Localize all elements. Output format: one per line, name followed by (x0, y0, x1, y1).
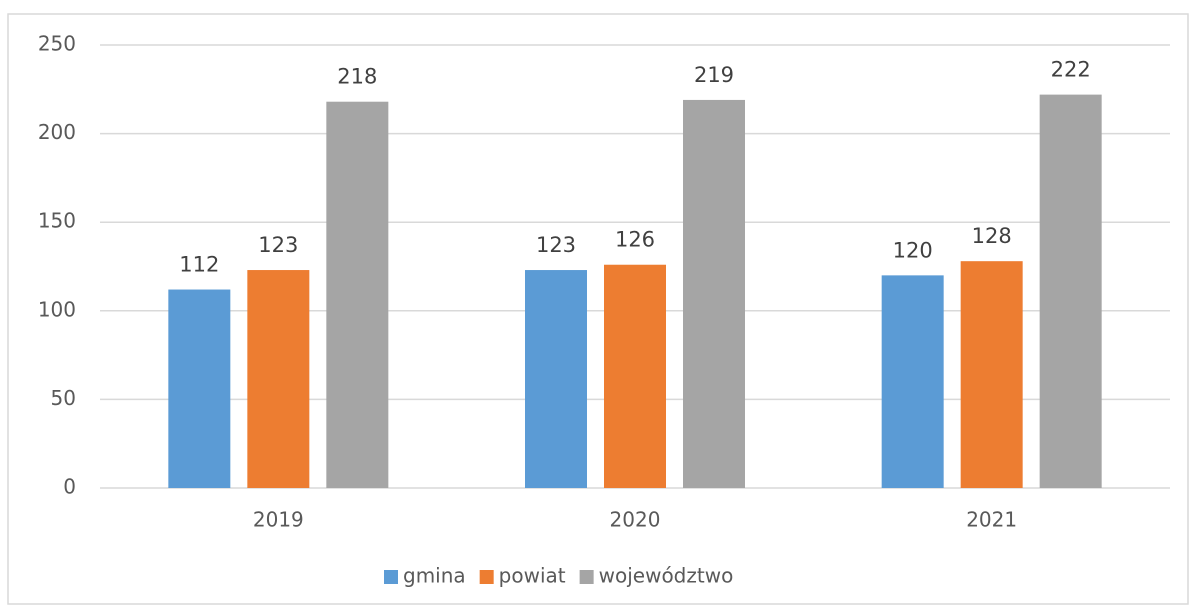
legend-label: powiat (499, 564, 566, 588)
data-label: 123 (258, 233, 298, 257)
data-label: 222 (1051, 58, 1091, 82)
x-tick-label: 2020 (610, 508, 661, 532)
data-label: 126 (615, 228, 655, 252)
data-label: 219 (694, 63, 734, 87)
data-label: 123 (536, 233, 576, 257)
bar (326, 101, 389, 488)
y-tick-label: 100 (38, 297, 76, 321)
data-label: 112 (179, 253, 219, 277)
legend-label: województwo (599, 564, 734, 588)
y-tick-label: 50 (51, 386, 76, 410)
data-label: 128 (972, 224, 1012, 248)
y-tick-label: 250 (38, 32, 76, 56)
legend-swatch (384, 570, 398, 584)
data-label: 218 (337, 65, 377, 89)
bar (525, 270, 587, 488)
bar (168, 289, 231, 488)
bar (247, 270, 310, 488)
legend-label: gmina (403, 564, 466, 588)
bar (960, 261, 1023, 488)
bar (604, 264, 666, 488)
x-tick-label: 2019 (253, 508, 304, 532)
legend-swatch (579, 570, 594, 584)
y-tick-label: 200 (38, 120, 76, 144)
bar (1039, 94, 1102, 488)
bar (881, 275, 944, 488)
bar (683, 99, 745, 488)
y-tick-label: 150 (38, 209, 76, 233)
x-tick-label: 2021 (966, 508, 1017, 532)
y-tick-label: 0 (63, 475, 76, 499)
data-label: 120 (893, 238, 933, 262)
legend-swatch (479, 570, 494, 584)
